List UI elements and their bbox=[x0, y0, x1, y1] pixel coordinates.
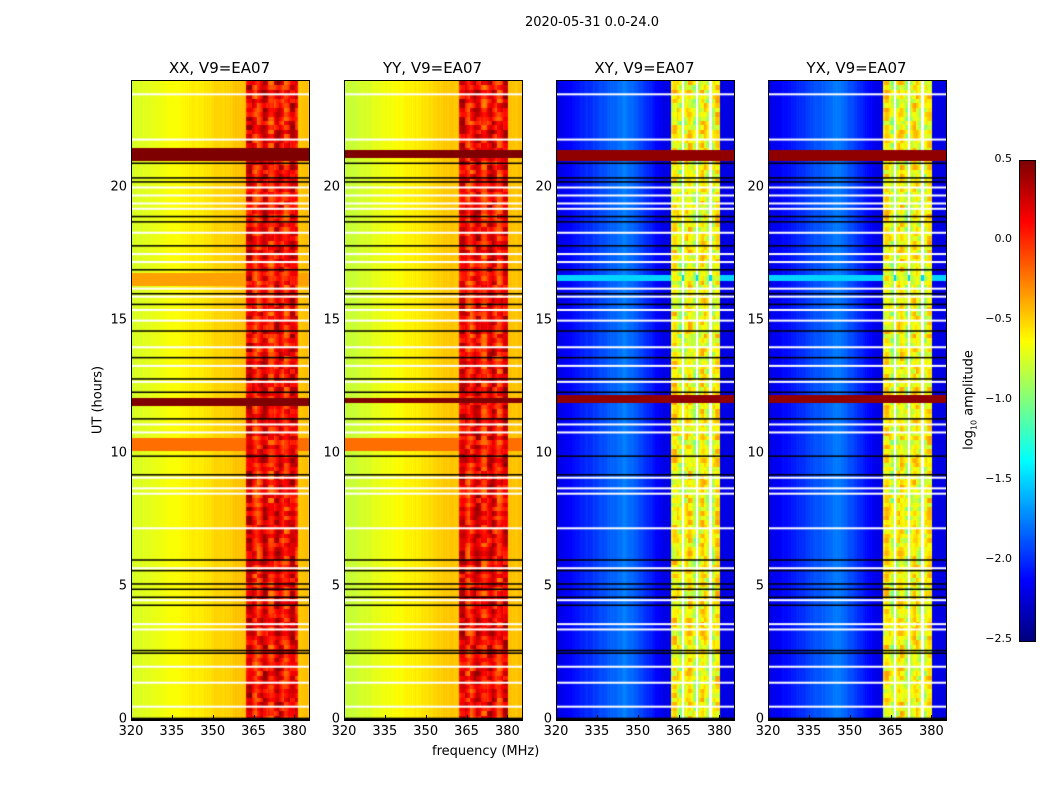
x-tick-label: 380 bbox=[494, 724, 520, 739]
heatmap-xy bbox=[556, 80, 735, 721]
colorbar-tick-label: −2.5 bbox=[985, 632, 1012, 645]
y-tick-label: 15 bbox=[110, 312, 127, 328]
y-tick-label: 15 bbox=[535, 312, 552, 328]
colorbar-tick-label: −1.0 bbox=[985, 392, 1012, 405]
x-tick-label: 350 bbox=[413, 724, 439, 739]
x-tick-mark bbox=[131, 715, 132, 720]
x-tick-mark bbox=[344, 715, 345, 720]
y-tick-label: 20 bbox=[535, 179, 552, 194]
x-tick-label: 320 bbox=[118, 724, 144, 739]
x-tick-mark bbox=[849, 715, 851, 720]
y-tick-label: 5 bbox=[543, 578, 552, 594]
x-tick-label: 365 bbox=[878, 724, 903, 739]
x-tick-label: 320 bbox=[755, 724, 781, 739]
x-tick-label: 350 bbox=[837, 724, 863, 739]
x-tick-mark bbox=[294, 715, 296, 720]
x-tick-label: 335 bbox=[584, 724, 610, 739]
x-tick-label: 350 bbox=[625, 724, 651, 739]
x-tick-label: 335 bbox=[159, 724, 185, 739]
y-tick-label: 5 bbox=[331, 578, 340, 594]
x-axis-label: frequency (MHz) bbox=[432, 744, 540, 759]
x-tick-mark bbox=[678, 715, 680, 720]
x-tick-label: 320 bbox=[331, 724, 357, 739]
y-tick-label: 0 bbox=[118, 711, 127, 727]
y-tick-label: 5 bbox=[118, 578, 127, 594]
x-tick-label: 335 bbox=[796, 724, 822, 739]
x-tick-label: 320 bbox=[543, 724, 569, 739]
panel-title: YY, V9=EA07 bbox=[382, 59, 483, 77]
y-tick-label: 10 bbox=[747, 445, 764, 461]
x-tick-mark bbox=[384, 715, 386, 720]
colorbar-label-main: log bbox=[961, 430, 977, 450]
heatmap-yx bbox=[768, 80, 947, 721]
y-tick-label: 15 bbox=[747, 312, 764, 328]
x-tick-mark bbox=[425, 715, 427, 720]
x-tick-label: 350 bbox=[200, 724, 226, 739]
x-tick-mark bbox=[637, 715, 639, 720]
x-tick-label: 380 bbox=[281, 724, 307, 739]
panel-title: XY, V9=EA07 bbox=[594, 59, 695, 77]
panel-title: YX, V9=EA07 bbox=[806, 59, 907, 77]
x-tick-mark bbox=[171, 715, 173, 720]
x-tick-label: 365 bbox=[241, 724, 266, 739]
x-tick-mark bbox=[212, 715, 214, 720]
x-tick-label: 380 bbox=[918, 724, 944, 739]
x-tick-label: 365 bbox=[666, 724, 691, 739]
x-tick-mark bbox=[719, 715, 721, 720]
x-tick-mark bbox=[808, 715, 810, 720]
x-tick-mark bbox=[768, 715, 769, 720]
y-tick-label: 0 bbox=[331, 711, 340, 727]
x-tick-mark bbox=[507, 715, 509, 720]
colorbar bbox=[1019, 160, 1036, 642]
x-tick-mark bbox=[596, 715, 598, 720]
panel-title: XX, V9=EA07 bbox=[168, 59, 271, 77]
y-axis-label: UT (hours) bbox=[90, 365, 106, 435]
y-tick-label: 10 bbox=[110, 445, 127, 461]
figure-title: 2020-05-31 0.0-24.0 bbox=[525, 15, 659, 30]
colorbar-tick-label: −1.5 bbox=[985, 472, 1012, 485]
y-tick-label: 10 bbox=[535, 445, 552, 461]
colorbar-tick-label: −0.5 bbox=[985, 312, 1012, 325]
colorbar-tick-label: 0.0 bbox=[994, 232, 1013, 245]
heatmap-xx bbox=[131, 80, 310, 721]
y-tick-label: 15 bbox=[323, 312, 340, 328]
y-tick-label: 5 bbox=[755, 578, 764, 594]
y-tick-label: 0 bbox=[755, 711, 764, 727]
x-tick-label: 380 bbox=[706, 724, 732, 739]
colorbar-tick-label: 0.5 bbox=[994, 152, 1013, 165]
x-tick-mark bbox=[890, 715, 892, 720]
heatmap-yy bbox=[344, 80, 523, 721]
y-tick-label: 20 bbox=[110, 179, 127, 194]
colorbar-label-sub: 10 bbox=[969, 419, 979, 431]
x-tick-mark bbox=[556, 715, 557, 720]
x-tick-mark bbox=[466, 715, 468, 720]
x-tick-mark bbox=[931, 715, 933, 720]
y-tick-label: 20 bbox=[323, 179, 340, 194]
x-tick-label: 365 bbox=[454, 724, 479, 739]
x-tick-label: 335 bbox=[372, 724, 398, 739]
colorbar-tick-label: −2.0 bbox=[985, 552, 1012, 565]
colorbar-label-rest: amplitude bbox=[961, 350, 977, 420]
y-tick-label: 0 bbox=[543, 711, 552, 727]
y-tick-label: 20 bbox=[747, 179, 764, 194]
x-tick-mark bbox=[253, 715, 255, 720]
y-tick-label: 10 bbox=[323, 445, 340, 461]
